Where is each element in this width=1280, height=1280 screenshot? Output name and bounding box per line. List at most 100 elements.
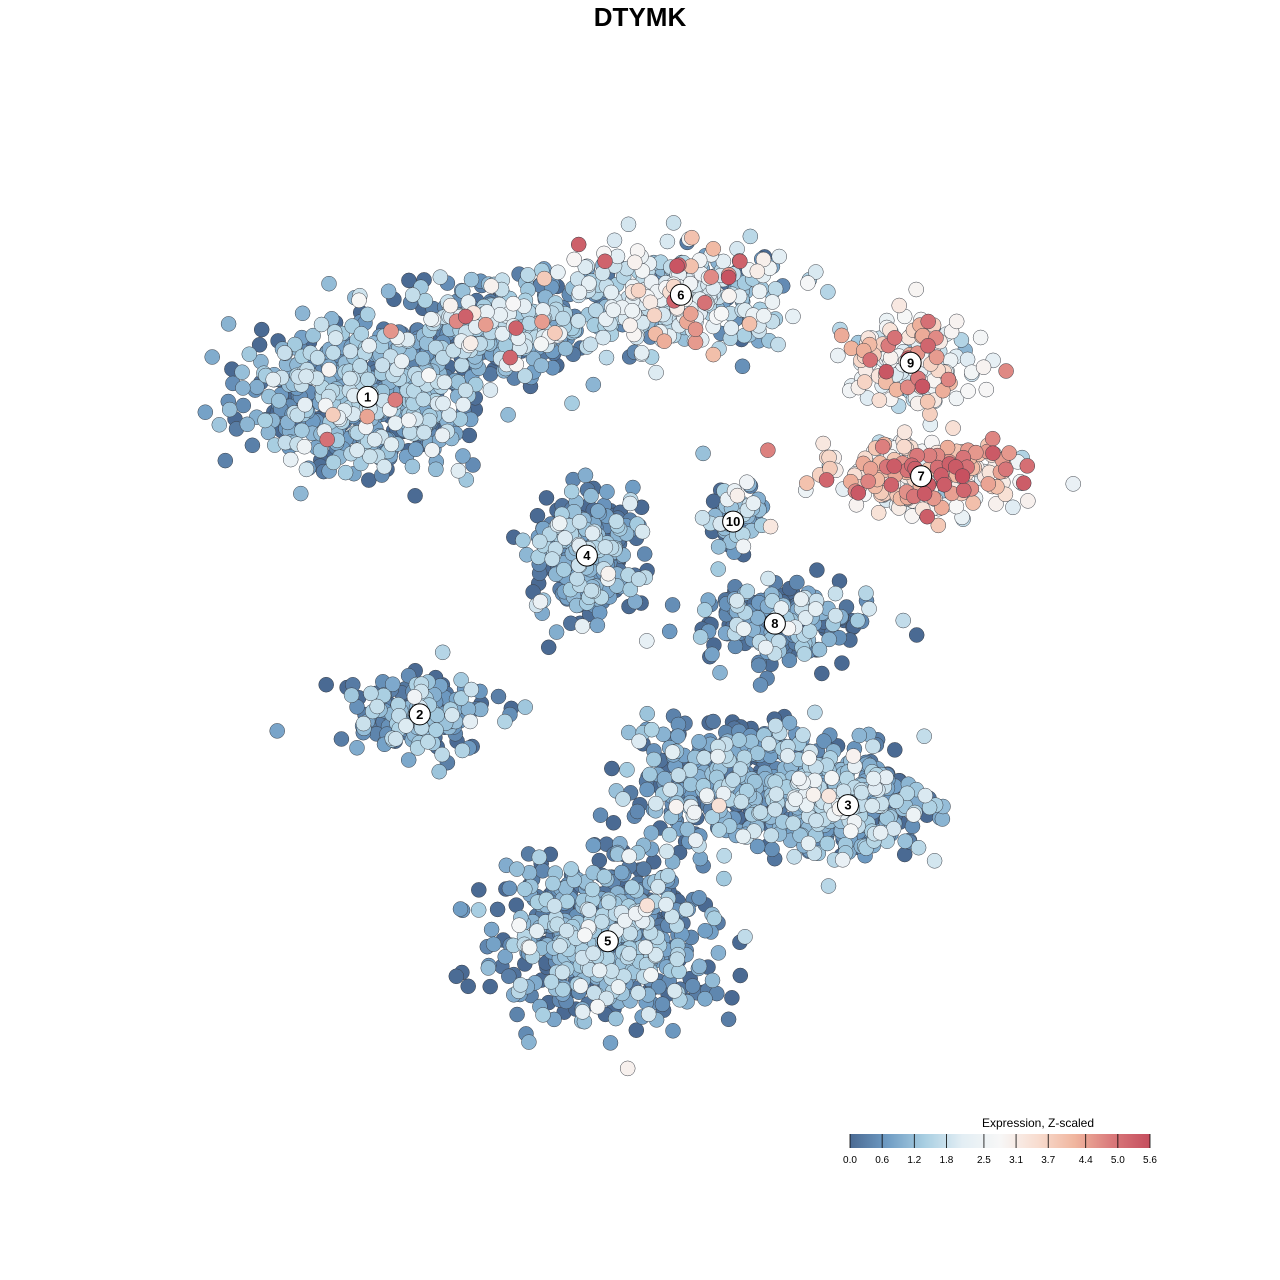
- cell-point: [509, 861, 525, 877]
- cell-point: [697, 991, 713, 1007]
- cell-point: [668, 799, 684, 815]
- cell-point: [785, 815, 801, 832]
- cell-point: [1015, 475, 1032, 491]
- cell-point: [872, 825, 889, 841]
- cell-point: [1005, 499, 1021, 516]
- cluster-label: 1: [356, 385, 379, 408]
- cluster-label-text: 8: [771, 616, 778, 631]
- cell-point: [827, 585, 844, 602]
- cell-point: [265, 371, 281, 388]
- cell-point: [352, 358, 368, 374]
- cell-point: [634, 523, 651, 540]
- cell-point: [532, 593, 549, 610]
- cell-point: [241, 346, 258, 362]
- cell-point: [407, 488, 423, 504]
- cell-point: [619, 762, 635, 778]
- cell-point: [585, 376, 602, 393]
- cell-point: [589, 617, 606, 634]
- cell-point: [878, 363, 895, 380]
- cell-point: [621, 945, 637, 962]
- cell-point: [600, 894, 617, 911]
- cell-point: [557, 340, 574, 357]
- cell-point: [497, 948, 513, 965]
- cell-point: [779, 748, 796, 764]
- cell-point: [551, 515, 568, 532]
- cell-point: [679, 821, 696, 838]
- cell-point: [482, 978, 498, 995]
- cell-point: [325, 454, 342, 471]
- cell-point: [864, 798, 880, 814]
- cell-point: [605, 815, 622, 831]
- cell-point: [404, 458, 421, 475]
- cell-point: [691, 890, 707, 906]
- cell-point: [624, 302, 640, 319]
- cell-point: [865, 738, 881, 755]
- cell-point: [414, 350, 431, 367]
- cell-point: [729, 487, 746, 504]
- cell-point: [629, 803, 646, 820]
- cell-point: [948, 390, 965, 407]
- cluster-label-text: 10: [726, 514, 740, 529]
- cell-point: [406, 689, 423, 705]
- cell-point: [985, 445, 1001, 461]
- cell-point: [577, 467, 594, 484]
- cell-point: [637, 939, 654, 956]
- cell-point: [930, 517, 947, 534]
- cell-point: [762, 518, 779, 535]
- cell-point: [666, 983, 683, 999]
- cell-point: [734, 358, 751, 375]
- cell-point: [768, 786, 785, 802]
- cell-point: [444, 707, 460, 723]
- cell-point: [220, 316, 237, 332]
- cell-point: [536, 270, 553, 287]
- cell-point: [550, 264, 566, 281]
- cell-point: [599, 484, 615, 500]
- cell-point: [984, 430, 1001, 447]
- cell-point: [581, 275, 597, 291]
- cell-point: [960, 383, 976, 399]
- cell-point: [517, 699, 533, 715]
- cell-point: [691, 734, 707, 750]
- cell-point: [450, 463, 467, 479]
- cell-point: [760, 570, 776, 587]
- cell-point: [669, 951, 685, 968]
- cell-point: [289, 407, 306, 424]
- cell-point: [434, 644, 451, 661]
- cell-point: [665, 1023, 681, 1039]
- cell-point: [818, 472, 835, 488]
- cell-point: [563, 861, 579, 877]
- cell-point: [564, 395, 580, 412]
- cell-point: [897, 833, 913, 849]
- cell-point: [814, 665, 830, 682]
- cell-point: [710, 748, 726, 765]
- cell-point: [658, 896, 674, 913]
- cell-point: [656, 333, 673, 349]
- cluster-label: 8: [763, 612, 786, 635]
- cell-point: [805, 787, 822, 803]
- cell-point: [895, 612, 911, 629]
- cell-point: [585, 945, 601, 962]
- cell-point: [917, 787, 934, 804]
- cell-point: [871, 392, 888, 408]
- legend-tick-label: 0.6: [875, 1155, 889, 1166]
- cell-point: [343, 687, 360, 703]
- cell-point: [597, 253, 613, 270]
- cell-point: [643, 721, 660, 738]
- cell-point: [988, 496, 1004, 512]
- cell-point: [217, 452, 234, 469]
- cell-point: [820, 878, 837, 894]
- cell-point: [211, 417, 228, 433]
- cell-point: [781, 652, 798, 669]
- cell-point: [896, 424, 913, 440]
- cell-point: [691, 958, 708, 975]
- cell-point: [752, 677, 769, 693]
- cell-point: [584, 881, 601, 898]
- cell-point: [954, 468, 971, 484]
- cluster-label: 3: [837, 794, 859, 817]
- cell-point: [919, 393, 936, 410]
- cell-point: [533, 336, 549, 352]
- cell-point: [534, 863, 551, 879]
- cell-point: [865, 770, 882, 787]
- cell-point: [621, 848, 637, 865]
- cell-point: [697, 602, 713, 618]
